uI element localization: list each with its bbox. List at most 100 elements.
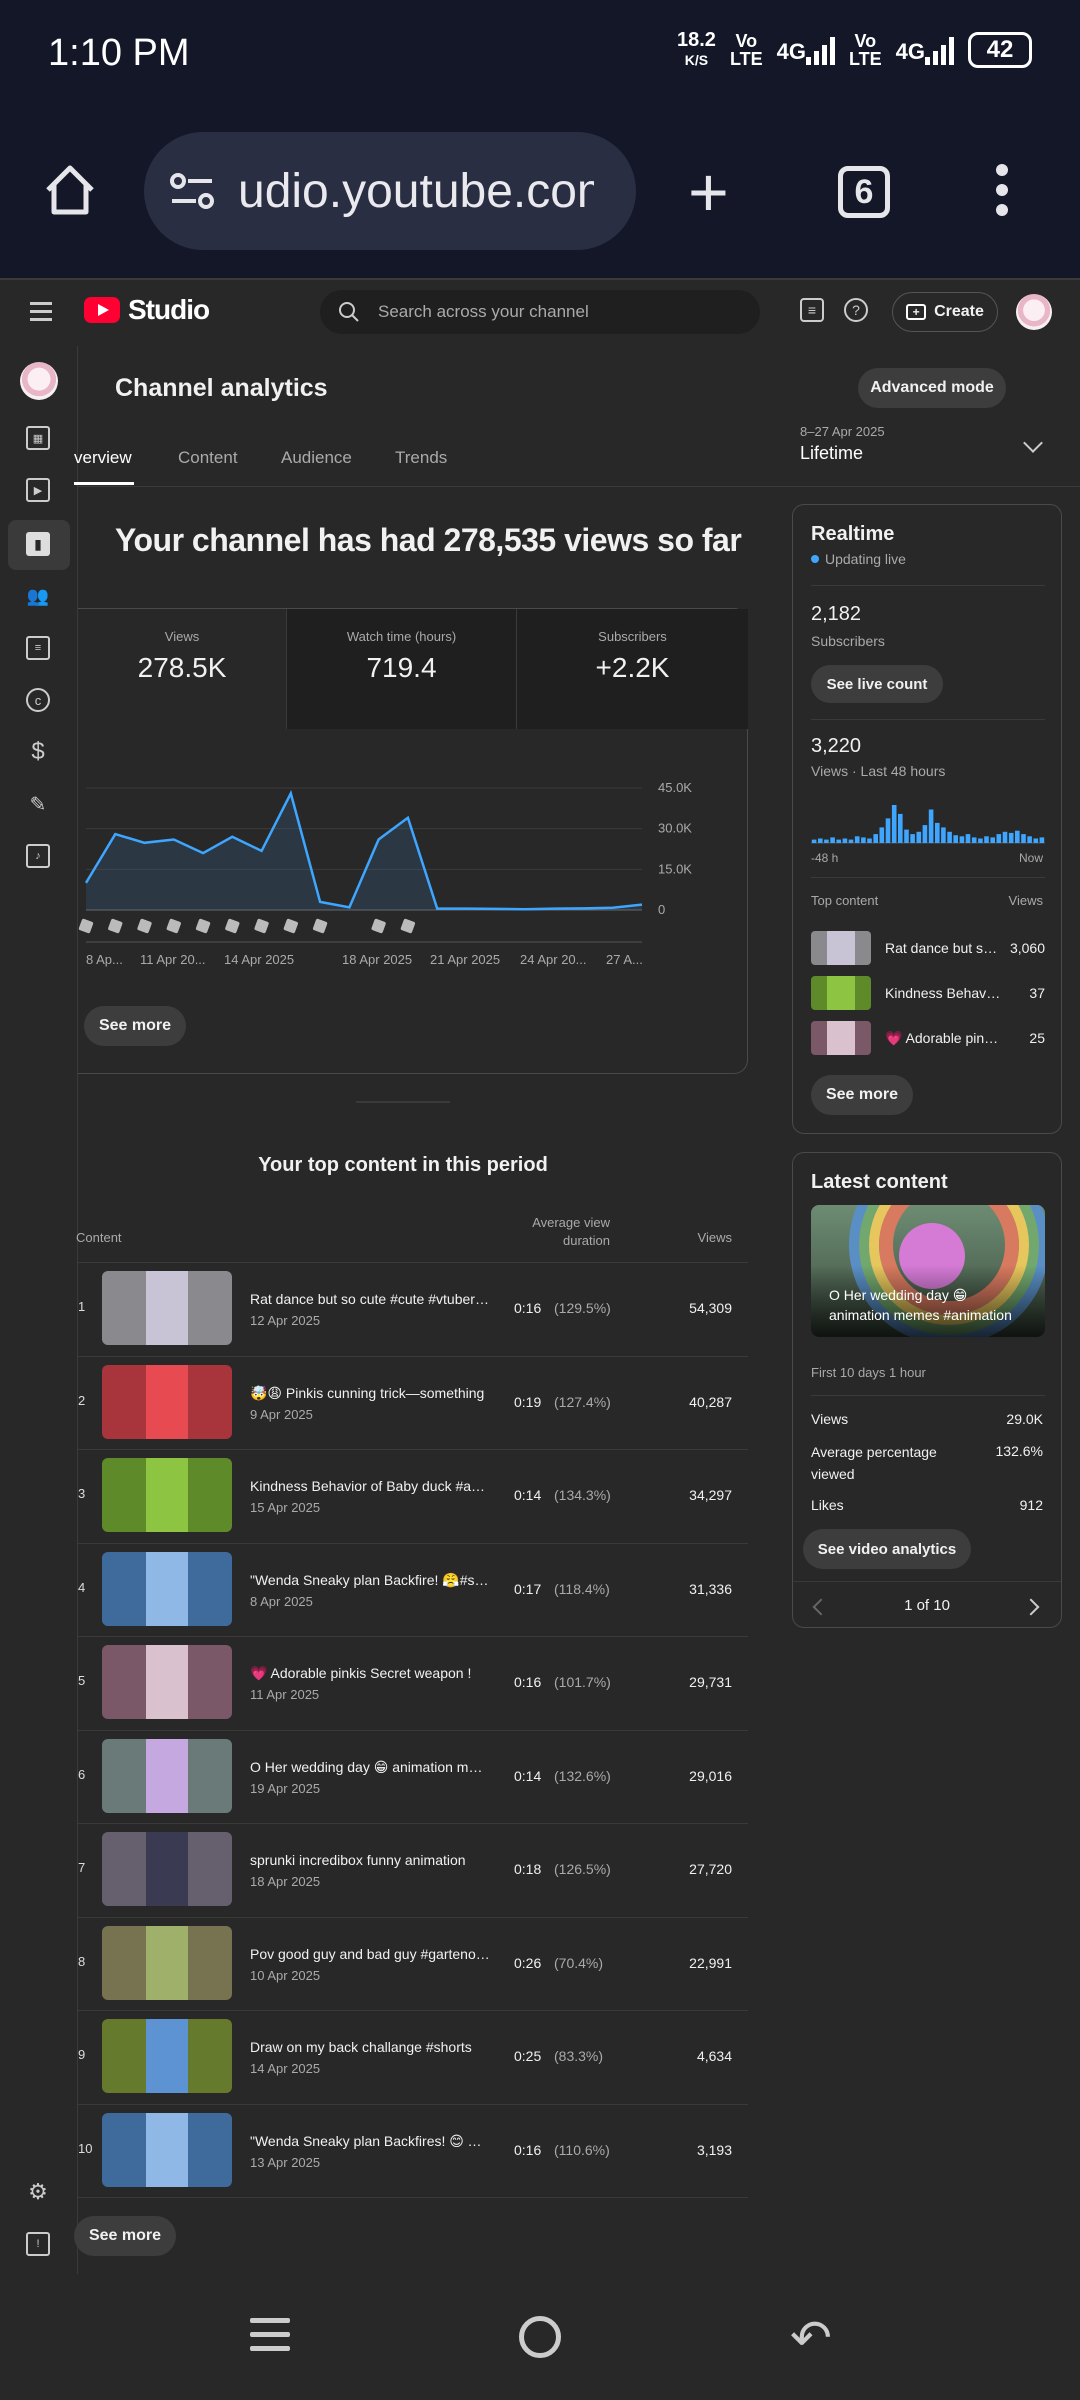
recent-apps-icon[interactable] [250,2318,290,2360]
upload-marker-icon[interactable] [400,918,416,934]
upload-marker-icon[interactable] [195,918,211,934]
realtime-bar [885,818,891,843]
upload-marker-icon[interactable] [283,918,298,934]
latest-video-thumbnail[interactable]: O Her wedding day 😁 animation memes #ani… [811,1205,1045,1337]
see-more-button[interactable]: See more [84,1006,186,1046]
table-row[interactable]: 5 💗 Adorable pinkis Secret weapon ! 11 Apr… [78,1636,748,1730]
video-thumbnail[interactable] [102,2112,232,2187]
see-video-analytics-button[interactable]: See video analytics [803,1529,971,1569]
metric-subscribers[interactable]: Subscribers +2.2K [516,609,748,729]
dashboard-icon[interactable]: ▦ [26,426,50,450]
audio-library-icon[interactable]: ♪ [26,844,50,868]
video-title[interactable]: 💗 Adorable pinkis Secret weapon ! [250,1665,472,1681]
send-feedback-icon[interactable]: ! [26,2232,50,2256]
search-input[interactable]: Search across your channel [378,302,589,321]
tab-divider [78,486,1080,487]
video-thumbnail[interactable] [102,1925,232,2000]
date-range-text: 8–27 Apr 2025 [800,424,885,439]
realtime-top-item[interactable]: Kindness Behavior of Baby duck 37 [811,976,1045,1010]
help-icon[interactable]: ? [844,298,868,322]
home-icon[interactable] [40,160,100,220]
url-text[interactable]: udio.youtube.com [238,164,594,218]
video-thumbnail[interactable] [102,1364,232,1439]
tab-content[interactable]: Content [178,448,238,467]
create-button[interactable]: + Create [892,292,998,332]
video-thumbnail[interactable] [102,1738,232,1813]
upload-marker-icon[interactable] [254,918,269,934]
chevron-down-icon[interactable] [1023,433,1043,453]
table-row[interactable]: 4 "Wenda Sneaky plan Backfire! 😤#shorts 8 … [78,1542,748,1637]
video-title[interactable]: 🤯😩 Pinkis cunning trick—something [250,1384,485,1401]
studio-logo[interactable]: Studio [84,294,210,326]
table-row[interactable]: 10 "Wenda Sneaky plan Backfires! 😊 The 13 … [78,2103,748,2198]
metric-watch-time[interactable]: Watch time (hours) 719.4 [286,609,516,729]
settings-icon[interactable]: ⚙ [28,2179,48,2204]
upload-marker-icon[interactable] [78,918,94,934]
metric-views[interactable]: Views 278.5K [78,609,286,729]
table-row[interactable]: 2 🤯😩 Pinkis cunning trick—something 9 Apr … [78,1355,748,1450]
date-range-selector[interactable]: 8–27 Apr 2025 Lifetime [800,424,885,464]
tab-overview[interactable]: verview [74,448,132,467]
video-title[interactable]: Rat dance but so cute #cute #vtuber #sho… [250,1291,490,1307]
video-thumbnail[interactable] [102,1645,232,1719]
channel-avatar[interactable] [20,362,58,400]
video-thumbnail[interactable] [102,1551,232,1626]
table-row[interactable]: 3 Kindness Behavior of Baby duck #animati… [78,1449,748,1543]
table-row[interactable]: 1 Rat dance but so cute #cute #vtuber #sh… [78,1262,748,1356]
search-bar[interactable]: Search across your channel [320,290,760,334]
subtitles-icon[interactable]: ≡ [26,636,50,660]
see-more-button[interactable]: See more [811,1075,913,1115]
video-thumbnail[interactable] [102,2019,232,2093]
table-row[interactable]: 8 Pov good guy and bad guy #gartenofbanba… [78,1916,748,2011]
content-icon[interactable]: ▶ [26,478,50,502]
copyright-icon[interactable]: c [26,688,50,712]
home-nav-icon[interactable] [519,2316,561,2358]
avg-view-duration: 0:25 [514,2048,542,2064]
hamburger-icon[interactable] [30,302,52,326]
row-rank: 3 [78,1486,86,1501]
see-live-count-button[interactable]: See live count [811,665,943,703]
video-thumbnail[interactable] [102,1271,232,1345]
realtime-top-item[interactable]: 💗 Adorable pinkis Secret weapon 25 [811,1021,1045,1055]
y-tick-label: 30.0K [658,821,692,836]
video-title[interactable]: O Her wedding day 😁 animation memes [250,1758,490,1775]
table-row[interactable]: 9 Draw on my back challange #shorts 14 Apr… [78,2010,748,2104]
tab-switcher-button[interactable]: 6 [838,166,890,218]
video-title[interactable]: Kindness Behavior of Baby duck #animatio… [250,1478,490,1494]
address-bar[interactable]: udio.youtube.com [144,132,636,250]
divider [811,1395,1045,1396]
realtime-top-item[interactable]: Rat dance but so cute 3,060 [811,931,1045,965]
video-thumbnail[interactable] [102,1832,232,1906]
account-avatar[interactable] [1016,294,1052,330]
table-row[interactable]: 7 sprunki incredibox funny animation 18 Ap… [78,1823,748,1917]
feedback-icon[interactable]: ≡ [800,298,824,322]
upload-marker-icon[interactable] [108,918,123,934]
table-row[interactable]: 6 O Her wedding day 😁 animation memes 19 A… [78,1729,748,1824]
upload-marker-icon[interactable] [166,918,181,934]
tab-audience[interactable]: Audience [281,448,352,467]
tab-trends[interactable]: Trends [395,448,448,467]
upload-marker-icon[interactable] [225,918,240,934]
more-menu-icon[interactable] [996,164,1008,224]
live-indicator: Updating live [811,551,906,567]
video-title[interactable]: Pov good guy and bad guy #gartenofbanban [250,1945,490,1962]
upload-marker-icon[interactable] [137,918,152,934]
site-settings-icon[interactable] [168,166,218,216]
video-title[interactable]: "Wenda Sneaky plan Backfires! 😊 The [250,2132,490,2149]
video-thumbnail[interactable] [102,1458,232,1532]
realtime-bar [922,825,928,843]
video-title[interactable]: "Wenda Sneaky plan Backfire! 😤#shorts [250,1571,490,1588]
advanced-mode-button[interactable]: Advanced mode [858,368,1006,408]
see-more-button[interactable]: See more [74,2216,176,2256]
customization-icon[interactable]: ✎ [29,793,47,816]
video-title[interactable]: Draw on my back challange #shorts [250,2039,472,2055]
back-icon[interactable]: ↶ [790,2310,832,2366]
upload-marker-icon[interactable] [312,918,328,934]
video-views: 27,720 [689,1861,732,1877]
community-icon[interactable]: 👥 [26,585,50,606]
analytics-icon[interactable]: ▮ [26,532,50,556]
upload-marker-icon[interactable] [371,918,386,934]
video-title[interactable]: sprunki incredibox funny animation [250,1852,466,1868]
earn-icon[interactable]: $ [31,738,45,765]
new-tab-icon[interactable]: + [688,153,729,231]
